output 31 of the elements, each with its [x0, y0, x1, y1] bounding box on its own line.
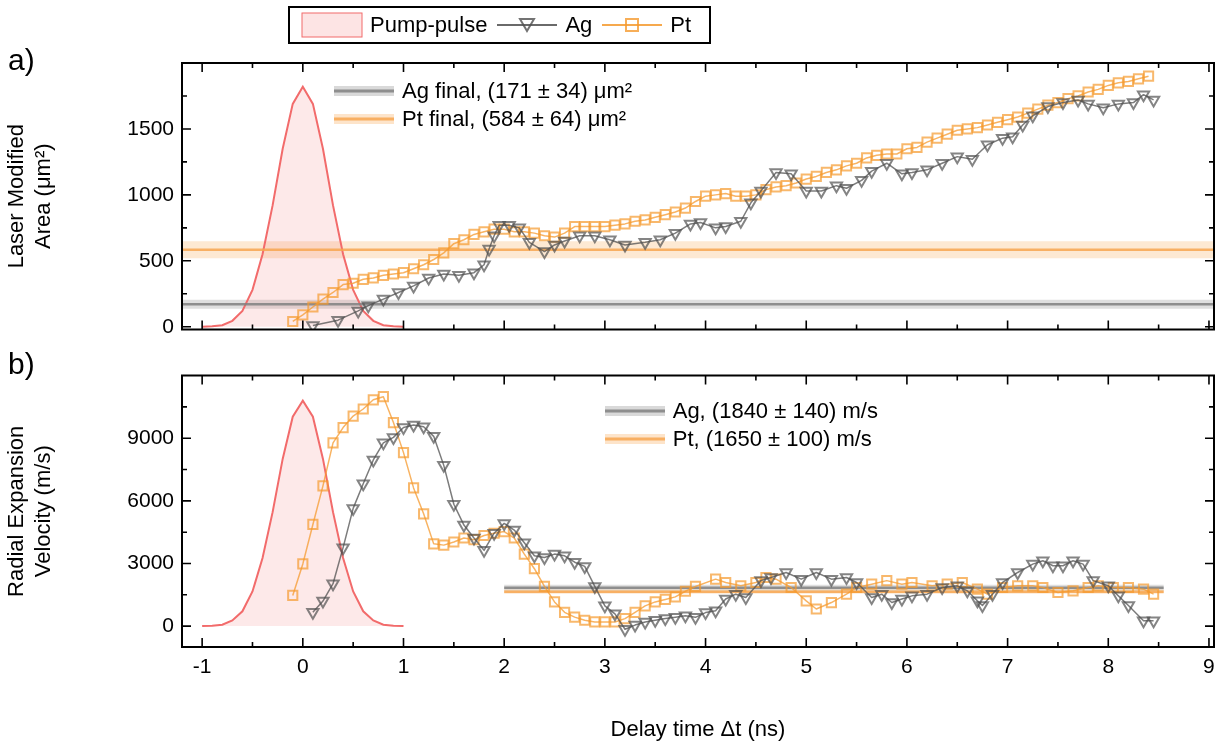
- x-tick-label: 0: [296, 654, 309, 678]
- legend-label: Ag: [565, 12, 593, 38]
- text: a): [8, 43, 35, 77]
- legend-label: Pt: [670, 12, 692, 38]
- legend-label: Ag, (1840 ± 140) m/s: [672, 398, 878, 424]
- y-axis-title: Radial Expansion Velocity (m/s): [3, 425, 55, 597]
- y-tick-label: 6000: [127, 487, 174, 511]
- x-tick-label: 4: [699, 654, 712, 678]
- x-tick-label: 2: [498, 654, 511, 678]
- y-tick-label: 1000: [127, 181, 174, 205]
- y-axis-title: Laser Modified Area (μm²): [3, 124, 55, 269]
- x-tick-label: 7: [1001, 654, 1014, 678]
- legend-label: Ag final, (171 ± 34) μm²: [402, 78, 633, 104]
- y-tick-label: 0: [162, 313, 174, 337]
- x-tick-label: 5: [800, 654, 813, 678]
- y-tick-label: 9000: [127, 425, 174, 449]
- legend-label: Pt final, (584 ± 64) μm²: [402, 106, 627, 132]
- x-tick-label: 9: [1203, 654, 1215, 678]
- y-tick-label: 3000: [127, 550, 174, 574]
- x-tick-label: 1: [397, 654, 410, 678]
- x-tick-label: 8: [1102, 654, 1115, 678]
- legend-label: Pt, (1650 ± 100) m/s: [672, 426, 872, 452]
- y-tick-label: 1500: [127, 115, 174, 139]
- x-tick-label: -1: [192, 654, 212, 678]
- x-tick-label: 6: [901, 654, 913, 678]
- y-tick-label: 500: [138, 247, 174, 271]
- y-tick-label: 0: [162, 612, 174, 636]
- text: b): [8, 347, 35, 381]
- legend-label: Pump-pulse: [370, 12, 488, 38]
- x-axis-title: Delay time Δt (ns): [610, 715, 786, 741]
- x-tick-label: 3: [599, 654, 611, 678]
